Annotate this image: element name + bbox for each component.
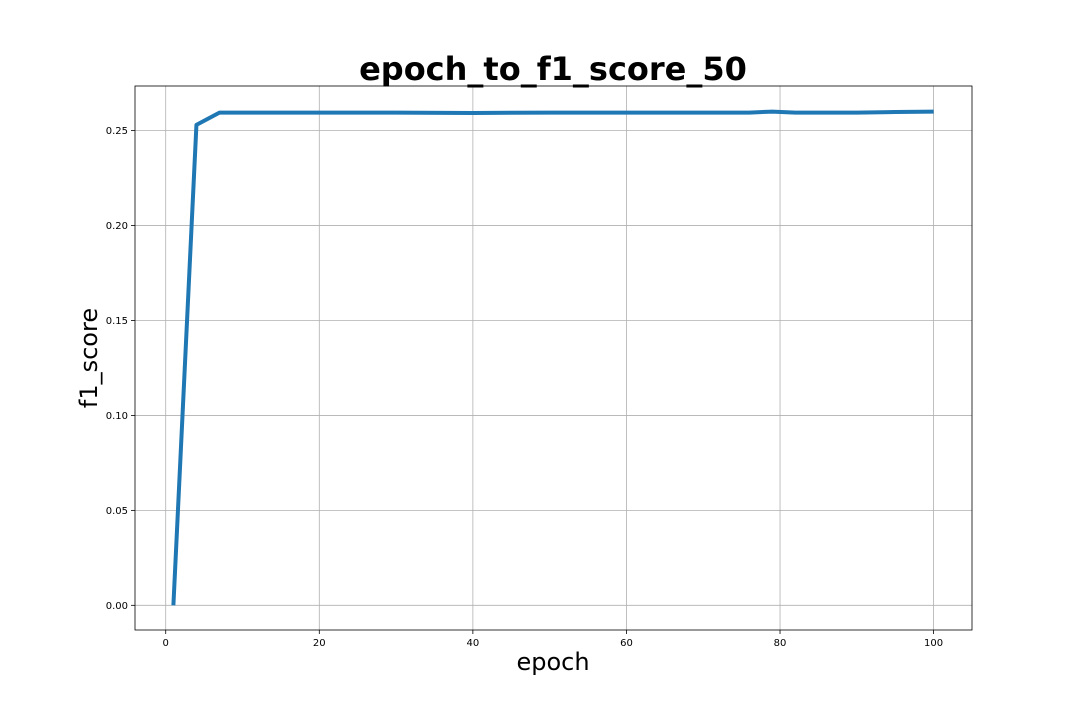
ticks: 0 20 40 60 80 100 0.00 0.05 0.10 0.15 0.20 0.25 — [106, 126, 943, 649]
y-tick-label: 0.15 — [106, 316, 128, 327]
plot-frame — [134, 85, 973, 631]
x-tick-label: 80 — [774, 638, 787, 649]
y-tick-label: 0.25 — [106, 126, 128, 137]
series-layer — [171, 109, 934, 606]
y-axis-label: f1_score — [75, 308, 103, 408]
y-tick-label: 0.10 — [106, 411, 128, 422]
x-tick-label: 100 — [924, 638, 943, 649]
x-tick-label: 0 — [163, 638, 169, 649]
x-tick-label: 40 — [467, 638, 480, 649]
series-line — [171, 109, 934, 606]
x-axis-label: epoch — [516, 648, 589, 676]
chart-title: epoch_to_f1_score_50 — [359, 50, 747, 88]
grid — [135, 86, 972, 630]
x-tick-label: 20 — [313, 638, 326, 649]
y-tick-label: 0.05 — [106, 506, 128, 517]
y-tick-label: 0.20 — [106, 221, 128, 232]
y-tick-label: 0.00 — [106, 601, 128, 612]
x-tick-label: 60 — [620, 638, 633, 649]
